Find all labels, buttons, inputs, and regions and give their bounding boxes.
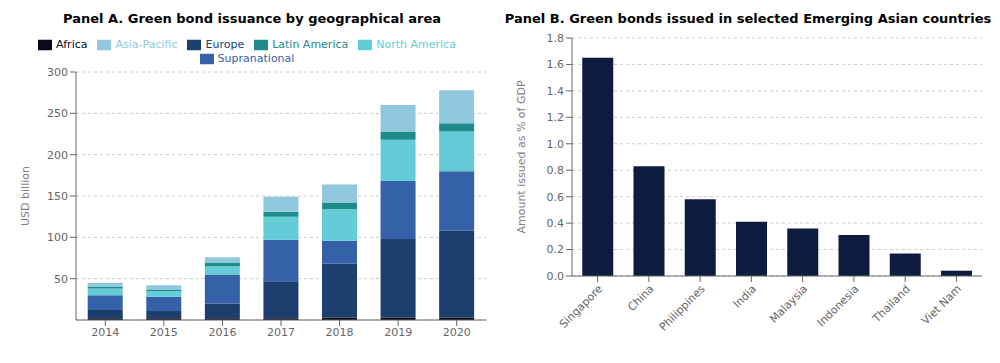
svg-text:1.0: 1.0 <box>547 138 565 151</box>
html-text:North America: North America <box>376 38 456 51</box>
html-text:Latin America: Latin America <box>272 38 349 51</box>
svg-text:Philippines: Philippines <box>657 282 708 333</box>
svg-text:300: 300 <box>47 66 68 79</box>
html-text:Supranational: Supranational <box>217 52 295 65</box>
svg-text:0.8: 0.8 <box>547 164 565 177</box>
svg-text:Malaysia: Malaysia <box>767 282 810 325</box>
svg-text:India: India <box>731 282 759 310</box>
svg-text:2019: 2019 <box>384 326 412 339</box>
svg-text:2015: 2015 <box>150 326 178 339</box>
svg-text:0.6: 0.6 <box>547 191 565 204</box>
svg-text:1.8: 1.8 <box>547 32 565 45</box>
svg-text:1.4: 1.4 <box>547 85 565 98</box>
svg-text:1.6: 1.6 <box>547 58 565 71</box>
svg-text:2017: 2017 <box>267 326 295 339</box>
svg-text:Singapore: Singapore <box>557 282 606 331</box>
svg-text:USD billion: USD billion <box>19 166 32 226</box>
svg-text:2014: 2014 <box>91 326 119 339</box>
svg-text:Indonesia: Indonesia <box>815 282 862 329</box>
html-text:Panel A. Green bond issuance b: Panel A. Green bond issuance by geograph… <box>63 11 441 26</box>
svg-text:1.2: 1.2 <box>547 111 565 124</box>
svg-text:China: China <box>625 282 656 313</box>
svg-text:2016: 2016 <box>208 326 236 339</box>
html-text:Asia-Pacific: Asia-Pacific <box>115 38 178 51</box>
svg-text:Viet Nam: Viet Nam <box>919 282 964 327</box>
svg-text:Amount issued as % of GDP: Amount issued as % of GDP <box>515 80 528 233</box>
svg-text:50: 50 <box>54 273 68 286</box>
svg-text:200: 200 <box>47 149 68 162</box>
svg-text:2018: 2018 <box>326 326 354 339</box>
svg-text:100: 100 <box>47 231 68 244</box>
svg-text:0.0: 0.0 <box>547 270 565 283</box>
html-text:Europe: Europe <box>205 38 245 51</box>
svg-text:2020: 2020 <box>443 326 471 339</box>
html-text:Africa: Africa <box>56 38 88 51</box>
svg-text:250: 250 <box>47 107 68 120</box>
svg-text:0.4: 0.4 <box>547 217 565 230</box>
svg-text:150: 150 <box>47 190 68 203</box>
html-text:Panel B. Green bonds issued in: Panel B. Green bonds issued in selected … <box>504 11 992 26</box>
svg-text:Thailand: Thailand <box>869 282 912 325</box>
svg-text:0.2: 0.2 <box>547 243 565 256</box>
